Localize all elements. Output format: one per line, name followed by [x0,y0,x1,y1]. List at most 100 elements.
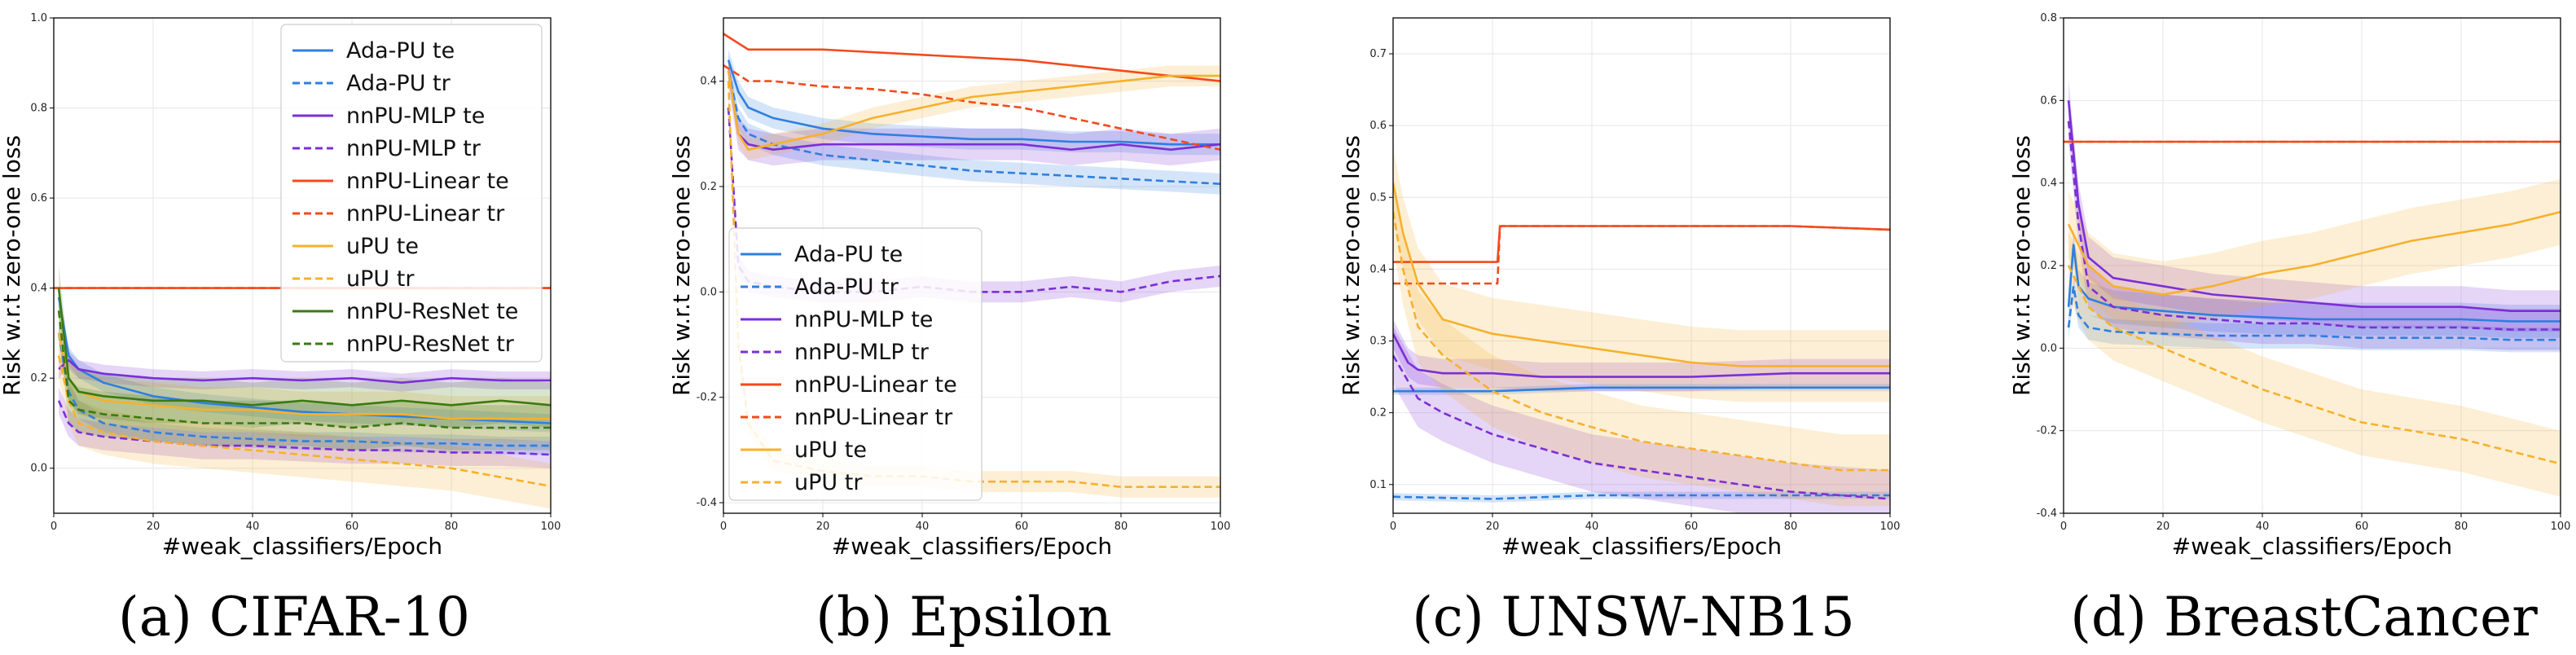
y-tick-label: 0.0 [700,286,717,298]
series-band-7 [1393,175,1890,507]
y-axis-label: Risk w.r.t zero-one loss [2008,135,2035,396]
series-band-0 [59,288,551,433]
y-tick-label: 0.2 [1369,407,1387,420]
y-tick-label: 0.0 [30,463,47,475]
legend-label: uPU tr [346,266,415,292]
series-band-3 [1393,326,1890,513]
series-line-6 [1393,182,1890,367]
x-tick-label: 20 [816,521,830,533]
y-tick-label: 0.4 [30,283,47,295]
x-axis-label: #weak_classifiers/Epoch [162,533,442,560]
subfigure-caption: (c) UNSW-NB15 [1412,586,1855,648]
series-band-0 [2068,228,2561,338]
series-band-7 [59,332,551,509]
y-tick-label: 0.7 [1369,48,1387,60]
y-axis-label: Risk w.r.t zero-one loss [1338,135,1365,396]
x-tick-label: 60 [345,521,359,533]
y-tick-label: 0.8 [30,103,47,115]
legend-label: Ada-PU te [794,242,903,267]
series-line-5 [1393,225,1890,285]
legend-label: nnPU-MLP tr [346,136,481,161]
x-tick-label: 40 [2256,521,2270,533]
axes-frame [1392,17,1891,514]
series-band-1 [1393,491,1890,503]
y-tick-label: 0.5 [1369,191,1387,204]
legend-label: uPU te [794,437,867,463]
y-tick-label: 0.8 [2040,12,2057,24]
series-line-3 [1393,354,1890,500]
y-tick-label: 0.3 [1369,336,1387,348]
legend-box [728,227,982,501]
series-line-1 [727,70,1220,185]
series-line-2 [1393,333,1890,378]
subfigure-caption: (d) BreastCancer [2070,586,2538,648]
x-tick-label: 100 [1211,521,1231,533]
x-tick-label: 80 [1784,521,1798,533]
y-axis-label: Risk w.r.t zero-one loss [0,135,25,396]
y-tick-label: 1.0 [30,12,47,24]
y-tick-label: 0.4 [700,76,717,88]
chart-panel-1: -0.4 -0.2 0.0 0.2 0.4 0 20 40 60 80 100 #weak_class… [668,17,1231,648]
x-tick-label: 20 [2156,521,2170,533]
subfigure-caption: (a) CIFAR-10 [118,586,470,648]
legend-label: nnPU-ResNet te [346,299,518,324]
legend-label: Ada-PU te [346,38,455,64]
y-tick-label: 0.1 [1369,479,1387,491]
chart-panel-2: 0.1 0.2 0.3 0.4 0.5 0.6 0.7 0 20 40 60 80 100 #weak_c… [1338,17,1901,648]
series-band-3 [2068,100,2561,350]
y-tick-label: -0.2 [697,392,717,404]
x-tick-label: 0 [2060,521,2067,533]
x-tick-label: 60 [2355,521,2369,533]
x-tick-label: 40 [246,521,260,533]
x-tick-label: 20 [147,521,160,533]
series-band-1 [59,323,551,455]
axes-frame [723,17,1221,514]
x-tick-label: 60 [1685,521,1699,533]
legend-label: nnPU-Linear tr [794,405,953,430]
series-band-8 [59,266,551,428]
chart-panel-0: 0.0 0.2 0.4 0.6 0.8 1.0 0 20 40 60 80 100 #weak_clas… [0,12,560,648]
series-line-9 [57,310,551,429]
series-line-2 [2067,100,2561,312]
series-line-2 [727,70,1220,151]
series-line-8 [57,288,551,407]
series-line-7 [1393,211,1890,472]
chart-panel-3: -0.4 -0.2 0.0 0.2 0.4 0.6 0.8 0 20 40 60 80 100 #weak… [2008,12,2570,648]
legend-label: nnPU-ResNet tr [346,332,515,357]
x-tick-label: 60 [1015,521,1029,533]
y-tick-label: 0.6 [2040,95,2057,107]
x-tick-label: 100 [2551,521,2571,533]
legend-label: Ada-PU tr [346,71,451,96]
series-line-0 [727,59,1220,146]
x-axis-label: #weak_classifiers/Epoch [832,533,1112,560]
series-line-7 [57,355,551,488]
x-tick-label: 20 [1486,521,1500,533]
y-tick-label: 0.2 [700,181,717,193]
y-tick-label: 0.2 [30,372,47,385]
series-line-2 [58,358,551,384]
y-tick-label: 0.6 [1369,120,1387,132]
y-tick-label: 0.2 [2040,260,2057,272]
series-line-6 [727,70,1220,151]
x-tick-label: 80 [445,521,459,533]
x-axis-label: #weak_classifiers/Epoch [1501,533,1782,560]
y-tick-label: -0.4 [2037,508,2057,520]
x-tick-label: 100 [1880,521,1901,533]
series-band-7 [2068,232,2561,497]
legend: Ada-PU te Ada-PU tr nnPU-MLP te nnPU-MLP tr… [728,227,982,501]
legend-label: uPU tr [794,470,863,495]
series-band-2 [2068,80,2561,332]
series-line-5 [723,64,1220,151]
series-line-1 [1393,494,1890,500]
x-tick-label: 80 [1114,521,1128,533]
legend-label: nnPU-MLP te [794,307,933,332]
legend-label: Ada-PU tr [794,275,899,300]
series-line-3 [57,400,551,456]
x-tick-label: 0 [51,521,57,533]
y-tick-label: 0.0 [2040,342,2057,354]
series-band-1 [2068,274,2561,353]
axes-frame [53,17,552,514]
subfigure-caption: (b) Epsilon [815,586,1111,648]
series-band-0 [728,49,1220,156]
